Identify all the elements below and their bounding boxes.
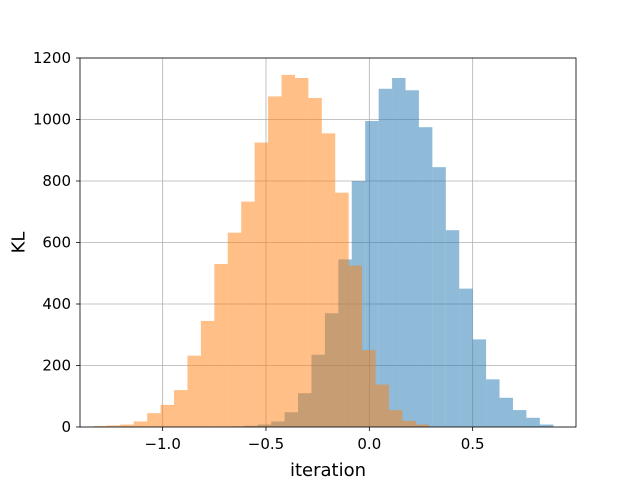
x-axis-label: iteration xyxy=(290,460,366,480)
y-tick-label: 1200 xyxy=(33,49,71,67)
x-tick-label: 0.0 xyxy=(357,435,381,453)
histogram-bar xyxy=(362,350,376,427)
histogram-series-2 xyxy=(93,74,430,428)
histogram-bar xyxy=(321,133,336,427)
histogram-bar xyxy=(120,424,134,427)
histogram-bar xyxy=(388,410,403,427)
histogram-bar xyxy=(539,424,554,427)
histogram-bar xyxy=(402,420,416,427)
histogram-bar xyxy=(432,167,446,427)
histogram-bar xyxy=(93,426,107,427)
histogram-bar xyxy=(405,90,419,427)
y-tick-label: 200 xyxy=(42,357,71,375)
y-tick-label: 800 xyxy=(42,172,71,190)
histogram-bars xyxy=(93,74,554,428)
x-tick-label: −1.0 xyxy=(144,435,180,453)
histogram-bar xyxy=(241,201,255,427)
histogram-bar xyxy=(147,413,161,427)
histogram-bar xyxy=(512,410,527,427)
y-tick-label: 1000 xyxy=(33,111,71,129)
histogram-bar xyxy=(526,417,540,427)
histogram-bar xyxy=(392,77,406,428)
histogram-bar xyxy=(459,288,473,427)
histogram-bar xyxy=(187,355,201,427)
histogram-bar xyxy=(348,265,363,427)
histogram-bar xyxy=(254,142,269,427)
histogram-bar xyxy=(227,232,242,427)
histogram-bar xyxy=(106,425,121,427)
histogram-bar xyxy=(415,424,430,427)
histogram-bar xyxy=(268,96,282,427)
histogram-bar xyxy=(281,74,295,427)
y-tick-label: 400 xyxy=(42,295,71,313)
axis-ticks: −1.0 −0.5 0.0 0.5 0 200 400 600 800 1000 1200 xyxy=(33,49,485,453)
histogram-bar xyxy=(375,384,389,427)
histogram-bar xyxy=(174,390,188,427)
x-tick-label: −0.5 xyxy=(248,435,284,453)
histogram-bar xyxy=(472,339,487,427)
histogram-bar xyxy=(378,88,393,427)
histogram-bar xyxy=(294,77,309,428)
histogram-bar xyxy=(486,379,500,427)
y-axis-label: KL xyxy=(8,232,29,254)
y-tick-label: 0 xyxy=(61,418,71,436)
x-tick-label: 0.5 xyxy=(461,435,485,453)
histogram-bar xyxy=(335,192,349,427)
y-tick-label: 600 xyxy=(42,234,71,252)
histogram-bar xyxy=(499,397,513,427)
histogram-bar xyxy=(160,404,175,427)
histogram-bar xyxy=(133,421,148,427)
histogram-bar xyxy=(445,230,460,427)
histogram-bar xyxy=(214,264,228,427)
histogram-bar xyxy=(200,320,215,427)
histogram-bar xyxy=(308,97,322,427)
histogram-bar xyxy=(418,127,433,427)
